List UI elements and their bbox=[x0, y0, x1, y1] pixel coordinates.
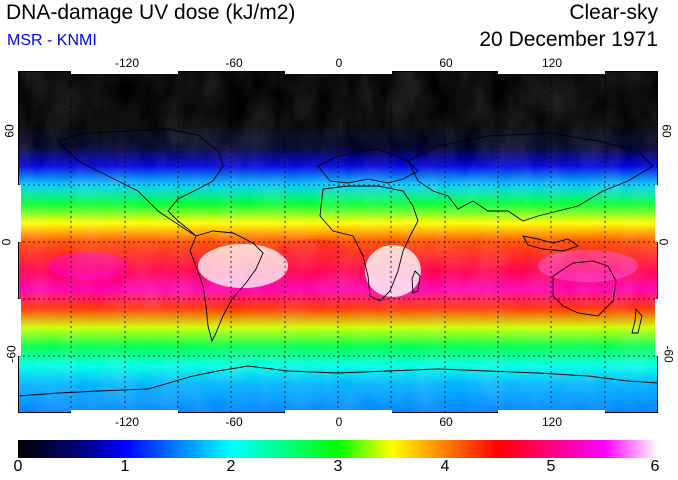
lon-tick-bottom: -120 bbox=[114, 415, 140, 429]
colorbar-label: 6 bbox=[650, 458, 660, 475]
lon-tick-top: -120 bbox=[114, 56, 140, 70]
coast-europe bbox=[317, 148, 419, 184]
lon-tick-top: 120 bbox=[541, 56, 563, 70]
lon-tick-bottom: -60 bbox=[225, 415, 243, 429]
lat-tick-right: 60 bbox=[659, 124, 674, 138]
lon-tick-bottom: 60 bbox=[439, 415, 453, 429]
colorbar-label: 1 bbox=[120, 458, 130, 475]
frame-ticks bbox=[18, 71, 658, 413]
coast-north-america bbox=[57, 128, 224, 237]
source-label: MSR - KNMI bbox=[7, 32, 97, 49]
lon-tick-top: -60 bbox=[225, 56, 243, 70]
date-label: 20 December 1971 bbox=[479, 28, 658, 51]
lat-tick-left: 60 bbox=[2, 124, 17, 138]
sky-condition-label: Clear-sky bbox=[569, 1, 658, 24]
colorbar-label: 2 bbox=[226, 458, 236, 475]
colorbar bbox=[18, 440, 658, 458]
coast-africa bbox=[319, 185, 419, 302]
colorbar-label: 5 bbox=[546, 458, 556, 475]
colorbar-label: 4 bbox=[440, 458, 450, 475]
lat-tick-right: 0 bbox=[656, 238, 671, 246]
lat-tick-right: -60 bbox=[661, 345, 676, 363]
coast-indonesia bbox=[522, 235, 579, 252]
lon-tick-top: 60 bbox=[439, 56, 453, 70]
coast-asia bbox=[407, 132, 654, 222]
lon-tick-top: 0 bbox=[335, 56, 343, 70]
coast-madagascar bbox=[411, 270, 421, 294]
coast-new-zealand bbox=[631, 307, 643, 334]
coast-south-america bbox=[189, 230, 264, 343]
graticule bbox=[18, 71, 658, 413]
colorbar-label: 0 bbox=[13, 458, 23, 475]
uv-dose-map bbox=[18, 71, 658, 413]
lon-tick-bottom: 0 bbox=[335, 415, 343, 429]
lat-tick-left: -60 bbox=[4, 345, 19, 363]
lat-tick-left: 0 bbox=[0, 238, 14, 246]
coast-antarctica bbox=[18, 365, 658, 397]
coast-australia bbox=[552, 260, 617, 317]
coastlines bbox=[18, 128, 658, 397]
colorbar-label: 3 bbox=[333, 458, 343, 475]
colorbar-gradient bbox=[18, 440, 658, 458]
lon-tick-bottom: 120 bbox=[541, 415, 563, 429]
map-title: DNA-damage UV dose (kJ/m2) bbox=[6, 1, 296, 24]
